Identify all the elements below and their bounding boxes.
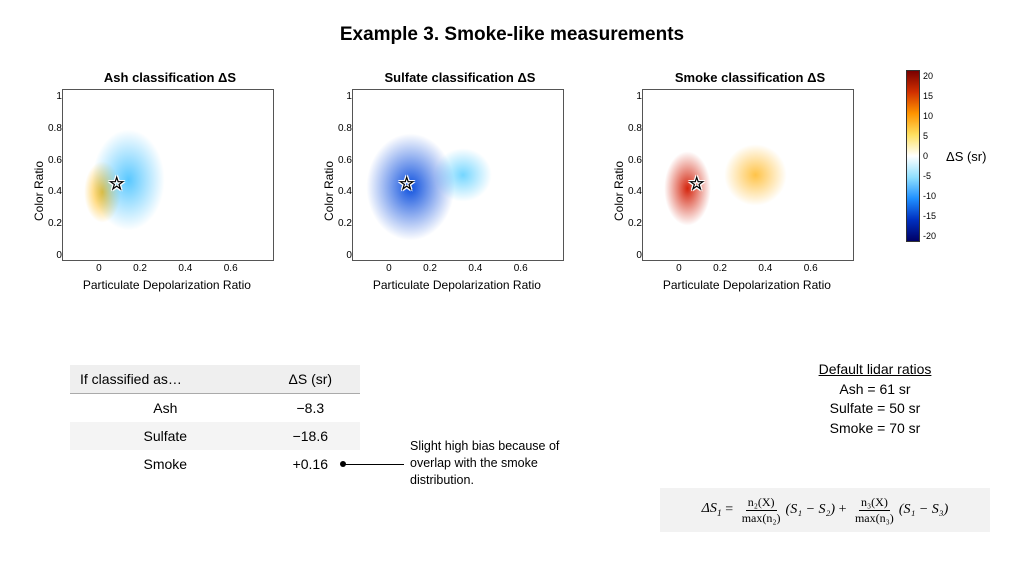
y-ticks: 1 0.8 0.6 0.4 0.2 0: [338, 91, 352, 261]
heatmap-plot: ☆: [62, 89, 274, 261]
chart-row: Ash classification ΔS Color Ratio 1 0.8 …: [30, 70, 990, 330]
table-header: ΔS (sr): [261, 365, 360, 394]
panel-title: Sulfate classification ΔS: [320, 70, 600, 85]
table-header: If classified as…: [70, 365, 261, 394]
fraction: n₂(X) max(n₂): [740, 495, 783, 526]
classification-table: If classified as… ΔS (sr) Ash −8.3 Sulfa…: [70, 365, 360, 478]
star-marker: ☆: [399, 173, 415, 194]
x-ticks: . 0 0.2 0.4 0.6 .: [62, 263, 272, 274]
slide: Example 3. Smoke-like measurements Ash c…: [0, 0, 1024, 576]
y-axis-label: Color Ratio: [30, 89, 48, 292]
heatmap-plot: ☆: [352, 89, 564, 261]
defaults-block: Default lidar ratios Ash = 61 sr Sulfate…: [780, 360, 970, 438]
colorbar-ticks: 20 15 10 5 0 -5 -10 -15 -20: [923, 71, 936, 241]
defaults-line: Ash = 61 sr: [780, 380, 970, 400]
equation: ΔS1 = n₂(X) max(n₂) (S₁ − S₂) + n₃(X) ma…: [660, 488, 990, 532]
y-axis-label: Color Ratio: [320, 89, 338, 292]
colorbar-label: ΔS (sr): [946, 149, 986, 164]
y-ticks: 1 0.8 0.6 0.4 0.2 0: [628, 91, 642, 261]
panel-title: Ash classification ΔS: [30, 70, 310, 85]
y-ticks: 1 0.8 0.6 0.4 0.2 0: [48, 91, 62, 261]
defaults-line: Sulfate = 50 sr: [780, 399, 970, 419]
x-axis-label: Particulate Depolarization Ratio: [642, 278, 852, 292]
star-marker: ☆: [689, 173, 705, 194]
table-row: Smoke +0.16: [70, 450, 360, 478]
defaults-line: Smoke = 70 sr: [780, 419, 970, 439]
heatmap-plot: ☆: [642, 89, 854, 261]
x-axis-label: Particulate Depolarization Ratio: [62, 278, 272, 292]
annotation-dot: [340, 461, 346, 467]
page-title: Example 3. Smoke-like measurements: [0, 24, 1024, 46]
panel-sulfate: Sulfate classification ΔS Color Ratio 1 …: [320, 70, 600, 292]
defaults-heading: Default lidar ratios: [780, 360, 970, 380]
table-row: Sulfate −18.6: [70, 422, 360, 450]
colorbar: 20 15 10 5 0 -5 -10 -15 -20 ΔS (sr): [906, 70, 986, 242]
y-axis-label: Color Ratio: [610, 89, 628, 292]
x-ticks: . 0 0.2 0.4 0.6 .: [642, 263, 852, 274]
panel-ash: Ash classification ΔS Color Ratio 1 0.8 …: [30, 70, 310, 292]
x-ticks: . 0 0.2 0.4 0.6 .: [352, 263, 562, 274]
star-marker: ☆: [109, 173, 125, 194]
panel-smoke: Smoke classification ΔS Color Ratio 1 0.…: [610, 70, 890, 292]
colorbar-gradient: [906, 70, 920, 242]
x-axis-label: Particulate Depolarization Ratio: [352, 278, 562, 292]
table-row: Ash −8.3: [70, 394, 360, 423]
fraction: n₃(X) max(n₃): [853, 495, 896, 526]
panel-title: Smoke classification ΔS: [610, 70, 890, 85]
annotation-line: [344, 464, 404, 465]
annotation-text: Slight high bias because of overlap with…: [410, 438, 580, 489]
